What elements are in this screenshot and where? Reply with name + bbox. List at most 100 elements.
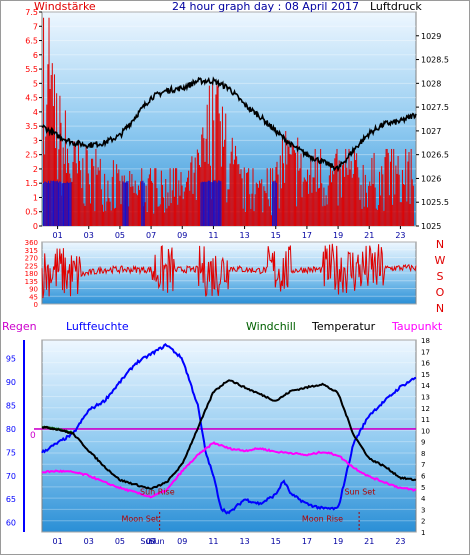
climate-x-tick-label: 09 [177,537,187,546]
wind-x-tick-label: 19 [333,231,343,240]
pressure-line [41,76,417,173]
humidity-y-tick-label: 90 [6,378,16,387]
climate-x-tick-label: 03 [84,537,94,546]
humidity-y-tick-label: 85 [6,402,16,411]
wind-x-tick-label: 21 [364,231,374,240]
climate-x-tick-label: 11 [208,537,218,546]
wind-y-tick-label: 5.5 [25,65,38,74]
compass-label: W [435,254,446,267]
direction-y-tick-label: 135 [25,278,38,286]
wind-y-tick-label: 4.5 [25,94,38,103]
temperature-y-tick-label: 5 [421,484,425,492]
humidity-y-tick-label: 95 [6,355,16,364]
humidity-y-tick-label: 70 [6,472,16,481]
humidity-y-tick-label: 80 [6,425,16,434]
wind-x-ticks: 01 03 05 07 09 11 13 15 17 19 21 23 [52,226,406,240]
wind-direction-gridlines [42,241,416,305]
temperature-y-tick-label: 2 [421,518,425,526]
climate-x-tick-label: 17 [302,537,312,546]
direction-y-tick-label: 225 [25,262,38,270]
wind-y-tick-label: 2 [33,165,38,174]
direction-y-tick-label: 360 [25,239,38,247]
wind-y-tick-label: 3.5 [25,122,38,131]
rain-zero-tick: 0 [30,431,36,441]
temperature-y-tick-label: 9 [421,439,425,447]
wind-x-tick-label: 23 [395,231,405,240]
wind-y-tick-label: 0.5 [25,208,38,217]
wind-y-tick-label: 7 [33,22,38,31]
wind-x-tick-label: 13 [239,231,249,240]
pressure-y-tick-label: 1029 [421,32,441,41]
temperature-line [41,379,417,490]
graph-title: 24 hour graph day : 08 April 2017 [172,0,359,13]
humidity-label: Luftfeuchte [66,320,129,333]
humidity-line [41,342,417,515]
wind-y-tick-label: 0 [33,222,38,231]
wind-x-tick-label: 15 [271,231,281,240]
sun-moon-annotation: Moon Rise [302,515,343,524]
climate-x-tick-label: 13 [239,537,249,546]
wind-x-tick-label: 09 [177,231,187,240]
compass-label: S [437,270,444,283]
humidity-y-ticks: 60 65 70 75 80 85 90 95 [6,340,42,532]
pressure-y-tick-label: 1028 [421,79,441,88]
compass-label: N [436,302,444,315]
wind-y-tick-label: 1.5 [25,179,38,188]
dewpoint-line [41,441,417,499]
wind-y-ticks: 0 0.5 1 1.5 2 2.5 3 3.5 4 4.5 5 5.5 6 6.5 7 7.5 [25,8,42,231]
pressure-y-tick-label: 1026.5 [421,151,449,160]
wind-y-tick-label: 4 [33,108,38,117]
direction-y-tick-label: 270 [25,255,38,263]
direction-y-tick-label: 315 [25,247,38,255]
pressure-y-tick-label: 1028.5 [421,56,449,65]
sun-moon-annotation: Sun Rise [140,488,175,497]
direction-y-tick-label: 180 [25,270,38,278]
climate-x-tick-label: 21 [364,537,374,546]
compass-label: N [436,238,444,251]
climate-x-tick-label: 19 [333,537,343,546]
temperature-y-tick-label: 11 [421,416,430,424]
climate-x-tick-label: 05 [115,537,125,546]
pressure-y-tick-label: 1025 [421,222,441,231]
sun-time-label: Sun [149,537,164,546]
temperature-y-tick-label: 7 [421,461,425,469]
climate-x-tick-label: 07 [146,537,156,546]
sun-moon-annotation: Sun Set [344,488,375,497]
wind-y-tick-label: 2.5 [25,151,38,160]
direction-y-tick-label: 90 [29,286,38,294]
humidity-y-tick-label: 60 [6,519,16,528]
wind-x-tick-label: 05 [115,231,125,240]
climate-plot-area [41,339,417,533]
sun-moon-annotation: Moon Set [121,515,158,524]
compass-label: O [436,286,445,299]
wind-direction-line [41,243,417,299]
rain-label: Regen [2,320,37,333]
wind-x-tick-label: 01 [52,231,62,240]
temperature-y-tick-label: 15 [421,371,430,379]
wind-x-tick-label: 07 [146,231,156,240]
wind-x-tick-label: 17 [302,231,312,240]
dewpoint-label: Taupunkt [391,320,443,333]
climate-x-tick-label: 01 [52,537,62,546]
wind-y-tick-label: 7.5 [25,8,38,17]
wind-y-tick-label: 3 [33,136,38,145]
pressure-y-tick-label: 1027.5 [421,103,449,112]
wind-x-tick-label: 03 [84,231,94,240]
direction-y-tick-label: 45 [29,293,38,301]
climate-x-tick-label: 15 [271,537,281,546]
temperature-y-tick-label: 10 [421,427,430,435]
temperature-y-tick-label: 4 [421,495,426,503]
temperature-y-tick-label: 13 [421,393,430,401]
humidity-y-tick-label: 75 [6,448,16,457]
pressure-axis-label: Luftdruck [370,0,422,13]
wind-axis-label: Windstärke [34,0,96,13]
temperature-y-tick-label: 8 [421,450,425,458]
